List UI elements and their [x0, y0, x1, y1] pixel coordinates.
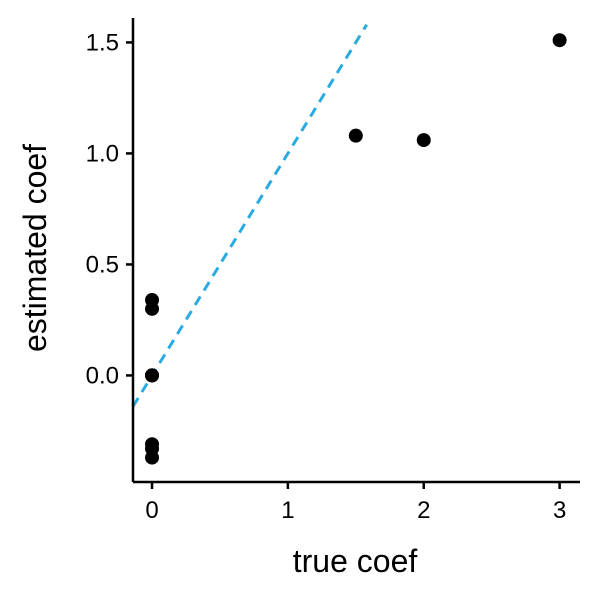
x-tick-label: 1: [281, 497, 294, 524]
plot-marks: [131, 23, 567, 465]
data-point: [552, 33, 567, 48]
data-point: [145, 450, 160, 465]
x-tick-label: 0: [145, 497, 158, 524]
data-point: [348, 128, 363, 143]
y-ticks: 0.0 0.5 1.0 1.5: [86, 29, 133, 389]
data-point: [145, 368, 160, 383]
x-tick-label: 3: [553, 497, 566, 524]
y-tick-label: 1.0: [86, 140, 119, 167]
data-point: [145, 301, 160, 316]
x-tick-label: 2: [417, 497, 430, 524]
reference-line: [131, 23, 368, 408]
axes: 0 1 2 3 0.0 0.5 1.0 1.5: [86, 18, 580, 524]
y-tick-label: 1.5: [86, 29, 119, 56]
y-tick-label: 0.5: [86, 251, 119, 278]
x-axis-title: true coef: [293, 543, 418, 579]
x-ticks: 0 1 2 3: [145, 482, 566, 524]
data-point: [416, 133, 431, 148]
y-axis-title: estimated coef: [17, 144, 53, 352]
y-tick-label: 0.0: [86, 362, 119, 389]
